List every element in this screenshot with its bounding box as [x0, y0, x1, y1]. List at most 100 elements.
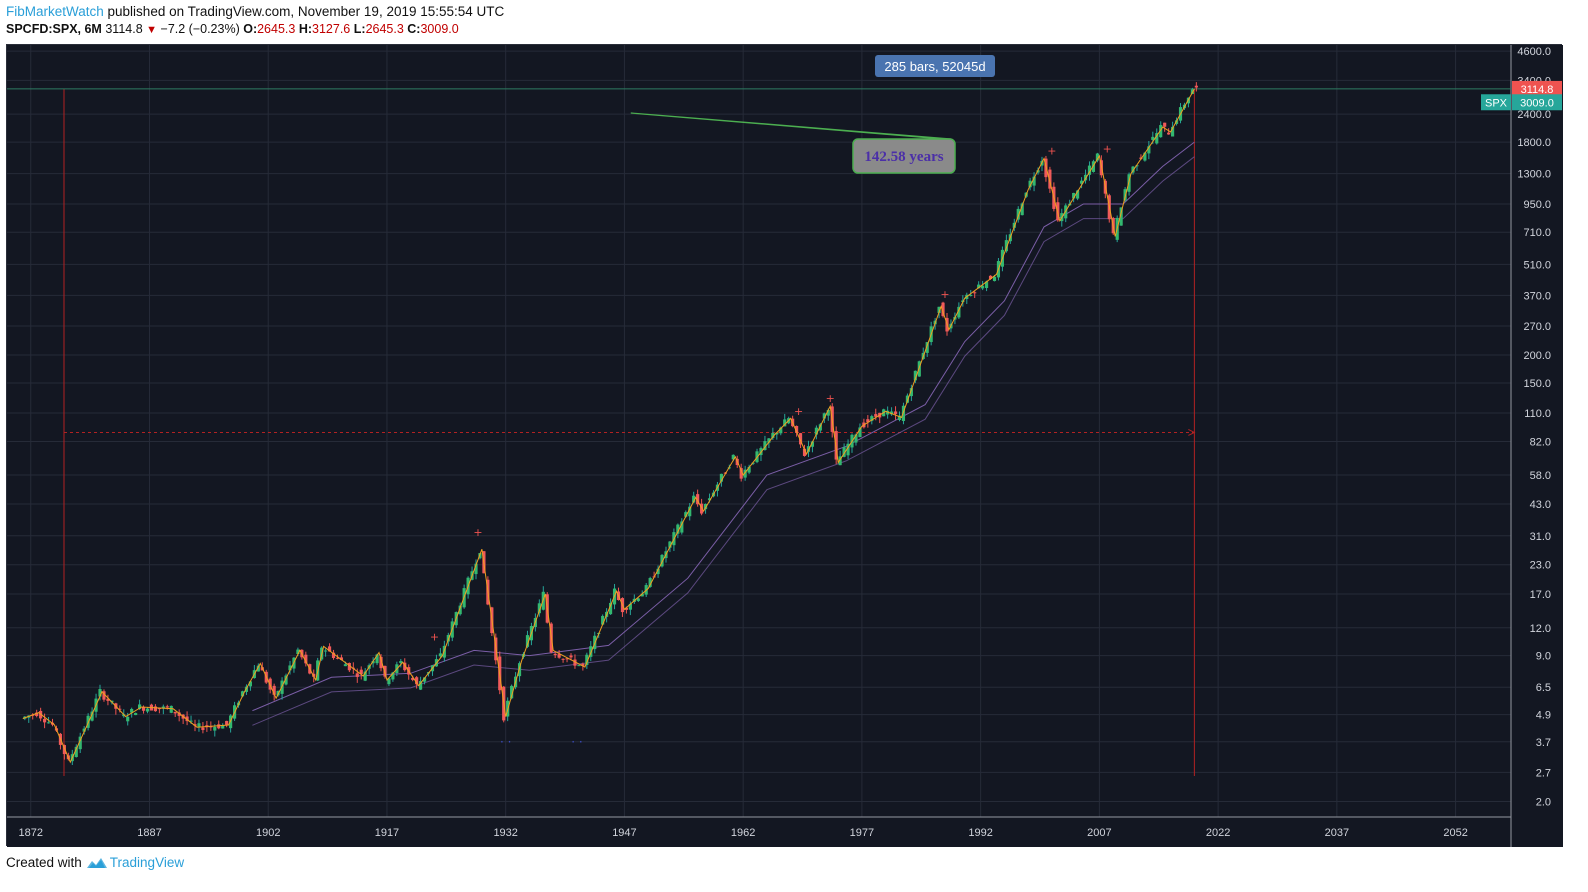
candle-body: [822, 413, 826, 419]
swing-low-marker: · ·: [500, 735, 511, 749]
candle-body: [628, 603, 632, 610]
chart-panel[interactable]: + + + + + + + · · · · 285 bars, 52045d 142.58 year…: [6, 44, 1563, 847]
chart-header: FibMarketWatch published on TradingView.…: [0, 0, 1588, 44]
candle-body: [870, 416, 874, 421]
candle: [474, 559, 478, 580]
tradingview-brand-label[interactable]: TradingView: [109, 855, 185, 870]
created-with-text: Created with: [6, 855, 82, 870]
candle: [217, 720, 221, 730]
close-value: 3009.0: [420, 22, 459, 36]
candle-body: [553, 653, 557, 656]
price-axis: 2.0 2.7 3.7 4.9 6.5 9.0 12.0 17.0 23.0 31.0 43.0 58…: [1517, 46, 1551, 808]
candle-body: [197, 723, 201, 727]
candle-body: [680, 521, 684, 533]
candle-body: [74, 746, 78, 758]
candle-body: [525, 635, 530, 647]
price-chart[interactable]: + + + + + + + · · · · 285 bars, 52045d 142.58 year…: [7, 45, 1563, 847]
candle: [1194, 82, 1198, 92]
range-info-box: [875, 55, 995, 77]
candle-body: [818, 424, 822, 431]
time-tick-label: 1917: [375, 827, 399, 839]
candle-body: [771, 432, 775, 438]
close-price-tag: [1512, 94, 1562, 111]
candle-body: [1032, 176, 1036, 186]
time-tick-label: 2007: [1087, 827, 1111, 839]
candle-body: [304, 654, 308, 664]
candle: [371, 657, 375, 668]
candle: [201, 722, 205, 734]
candle-body: [905, 395, 910, 403]
candle-body: [783, 419, 787, 427]
candle-body: [569, 655, 573, 658]
price-tick-label: 150.0: [1523, 378, 1551, 390]
candle-body: [573, 659, 577, 666]
candle-body: [161, 706, 165, 709]
candle-body: [138, 704, 142, 710]
time-tick-label: 2052: [1443, 827, 1467, 839]
candle-body: [296, 649, 300, 655]
candle-body: [890, 411, 894, 415]
candle-body: [363, 671, 367, 681]
candle: [660, 553, 664, 568]
candle-body: [866, 419, 870, 423]
candle-body: [284, 675, 288, 685]
candle: [648, 576, 652, 588]
candle-body: [157, 708, 161, 710]
symbol-label[interactable]: SPCFD:SPX, 6M: [6, 22, 102, 36]
candle-body: [846, 443, 850, 456]
candle-body: [913, 370, 917, 381]
candle-body: [696, 494, 700, 505]
price-tick-label: 12.0: [1530, 623, 1551, 635]
candle: [1016, 206, 1020, 223]
candle-body: [145, 708, 150, 712]
published-text: published on TradingView.com, November 1…: [103, 4, 505, 19]
candle-body: [213, 726, 217, 731]
candle: [304, 651, 308, 667]
candle-body: [1087, 165, 1092, 175]
price-tick-label: 270.0: [1523, 321, 1551, 333]
candle: [387, 677, 391, 687]
candle-body: [937, 306, 941, 314]
candle: [177, 709, 181, 722]
candle-body: [1091, 161, 1096, 172]
price-tick-label: 82.0: [1530, 436, 1551, 448]
low-value: 2645.3: [365, 22, 404, 36]
candle: [747, 464, 751, 475]
candle-body: [798, 433, 803, 445]
candle-body: [1194, 85, 1198, 88]
author-link[interactable]: FibMarketWatch: [6, 4, 104, 19]
price-tick-label: 950.0: [1523, 199, 1551, 211]
candle-body: [1016, 208, 1020, 220]
candle-body: [858, 427, 862, 438]
candle-body: [510, 685, 514, 699]
candle-body: [814, 427, 818, 435]
candle: [221, 723, 225, 729]
candle-body: [201, 727, 205, 731]
candle: [173, 711, 177, 717]
candle-body: [82, 728, 86, 732]
tradingview-brand[interactable]: TradingView: [86, 855, 184, 870]
candle-body: [1119, 207, 1123, 226]
price-tick-label: 200.0: [1523, 350, 1551, 362]
candle-body: [217, 724, 221, 729]
candle-body: [458, 605, 462, 615]
candle: [739, 463, 743, 482]
candle-body: [169, 705, 173, 713]
candle: [561, 658, 565, 663]
candle-body: [411, 677, 415, 680]
candle: [82, 726, 86, 735]
candle-body: [775, 432, 779, 435]
candle-body: [419, 681, 423, 690]
time-tick-label: 2022: [1206, 827, 1230, 839]
candle-body: [1167, 132, 1171, 135]
candle: [197, 719, 201, 732]
price-tick-label: 43.0: [1530, 499, 1551, 511]
candle-body: [78, 736, 82, 750]
candle-body: [1048, 169, 1052, 189]
candle: [359, 666, 363, 680]
candle-body: [957, 306, 961, 318]
candle-body: [1151, 136, 1155, 140]
candle-body: [838, 456, 842, 466]
ohlc-legend: SPCFD:SPX, 6M 3114.8 ▼ −7.2 (−0.23%) O:2…: [6, 22, 459, 36]
candle-body: [561, 658, 565, 660]
